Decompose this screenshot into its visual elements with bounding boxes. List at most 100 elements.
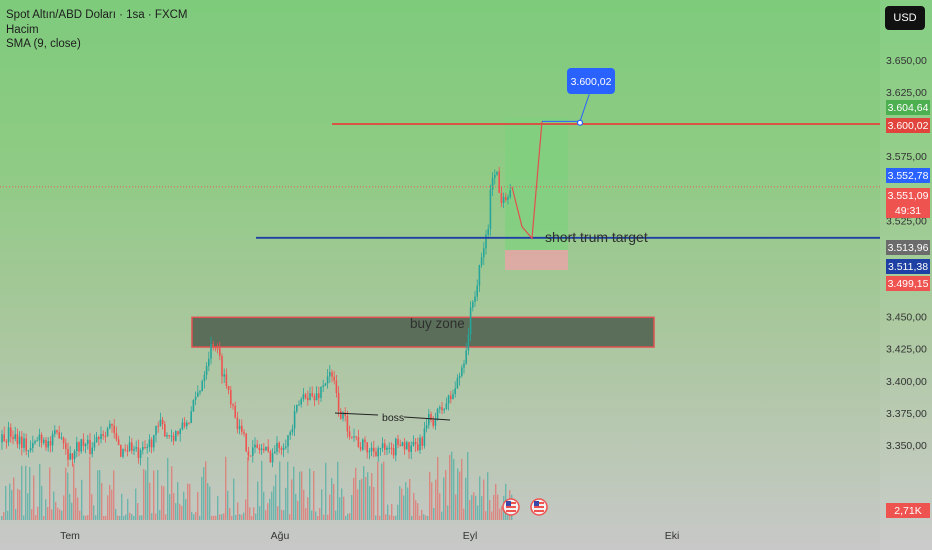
candle-body (425, 425, 428, 429)
time-axis[interactable]: Tem Ağu Eyl Eki (60, 530, 679, 542)
volume-bar (37, 506, 39, 520)
volume-bar (439, 493, 441, 520)
candle-body (408, 442, 410, 452)
volume-bar (243, 512, 245, 520)
sma-indicator-label[interactable]: SMA (9, close) (6, 38, 81, 50)
volume-bar (379, 515, 381, 520)
volume-bar (311, 510, 313, 520)
candle-body (25, 438, 27, 451)
volume-bar (249, 507, 251, 520)
volume-bar (351, 495, 353, 520)
volume-bar (205, 461, 207, 520)
volume-bar (435, 479, 437, 520)
volume-bar (277, 506, 279, 520)
us-flag-stripe (506, 510, 516, 512)
volume-bar (61, 510, 63, 520)
candle-body (1, 434, 3, 443)
candle-body (337, 393, 340, 411)
candle-body (364, 439, 366, 443)
candle-body (10, 427, 12, 437)
volume-bar (149, 482, 151, 520)
candle-body (434, 418, 437, 426)
volume-bar (397, 504, 399, 520)
candle-body (47, 441, 49, 448)
volume-bar (309, 468, 311, 520)
volume-bar (423, 514, 425, 520)
volume-bar (329, 494, 331, 520)
candle-body (269, 451, 272, 463)
candle-body (159, 419, 162, 427)
volume-bar (137, 503, 139, 520)
candle-body (36, 440, 38, 442)
stop-zone-box (505, 250, 568, 270)
volume-bar (163, 486, 165, 520)
volume-bar (221, 514, 223, 520)
volume-bar (29, 467, 31, 520)
volume-bar (477, 505, 479, 520)
candle-body (190, 411, 192, 423)
candle-body (472, 301, 474, 308)
volume-bar (103, 515, 105, 520)
volume-bar (207, 483, 209, 520)
candle-body (267, 446, 269, 452)
volume-bar (93, 505, 95, 520)
candle-body (122, 449, 124, 457)
volume-bar (169, 494, 171, 520)
candle-body (326, 376, 329, 384)
volume-bar (499, 508, 501, 520)
volume-bar (343, 496, 345, 520)
candle-body (201, 381, 203, 392)
candle-body (379, 448, 382, 450)
candle-body (212, 343, 214, 348)
volume-bar (219, 514, 221, 520)
candle-body (16, 434, 19, 445)
price-tick-label: 3.450,00 (886, 312, 927, 324)
gray-level-tag: 3.513,96 (886, 240, 930, 255)
volume-bar (415, 500, 417, 520)
volume-bar (115, 509, 117, 520)
candle-body (353, 436, 355, 438)
volume-bar (31, 509, 33, 520)
volume-bar (469, 500, 471, 520)
candle-body (421, 437, 423, 446)
us-flag-stripe (534, 506, 544, 508)
candle-body (137, 447, 140, 458)
volume-bar (421, 509, 423, 520)
volume-bar (269, 498, 271, 520)
candle-body (260, 448, 263, 450)
candle-body (276, 442, 278, 452)
candle-body (124, 449, 126, 451)
currency-button[interactable]: USD (885, 6, 925, 30)
volume-bar (263, 491, 265, 520)
volume-bar (457, 468, 459, 520)
candle-body (412, 441, 415, 446)
chart-legend: Spot Altın/ABD Doları · 1sa · FXCM Hacim… (6, 8, 188, 52)
volume-bar (25, 465, 27, 520)
volume-bar (417, 503, 419, 520)
volume-bar (65, 467, 67, 520)
volume-bar (333, 484, 335, 520)
volume-bar (339, 497, 341, 520)
volume-bar (273, 486, 275, 520)
candle-body (89, 439, 91, 455)
candle-body (117, 439, 120, 446)
volume-bar (201, 476, 203, 520)
candle-body (403, 442, 406, 450)
candle-body (139, 450, 142, 458)
volume-bar (455, 494, 457, 520)
volume-bar (451, 451, 453, 520)
volume-bar (335, 510, 337, 520)
candle-body (357, 437, 360, 447)
volume-indicator-label[interactable]: Hacim (6, 23, 39, 36)
candle-body (381, 443, 384, 449)
symbol-title[interactable]: Spot Altın/ABD Doları · 1sa · FXCM (6, 9, 188, 21)
volume-bar (437, 456, 439, 520)
candle-body (465, 350, 467, 364)
candle-body (271, 453, 274, 463)
time-tick-label: Tem (60, 530, 80, 542)
volume-bar (193, 514, 195, 520)
candle-body (447, 395, 450, 404)
volume-bar (223, 513, 225, 520)
